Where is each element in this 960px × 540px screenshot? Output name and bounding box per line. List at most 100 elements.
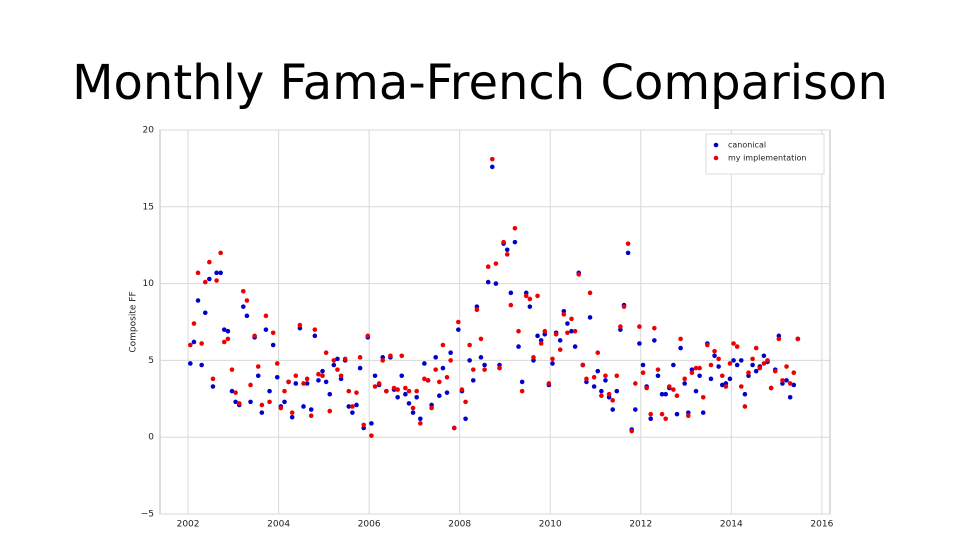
data-point bbox=[614, 373, 620, 379]
data-point bbox=[304, 376, 310, 382]
data-point bbox=[278, 405, 284, 411]
data-point bbox=[229, 388, 235, 394]
data-point bbox=[489, 164, 495, 170]
data-point bbox=[727, 376, 733, 382]
data-point bbox=[719, 373, 725, 379]
data-point bbox=[199, 341, 204, 346]
data-point bbox=[225, 336, 231, 342]
data-point bbox=[470, 367, 476, 372]
data-point bbox=[678, 336, 683, 342]
data-point bbox=[451, 425, 457, 431]
data-point bbox=[191, 339, 197, 345]
data-point bbox=[429, 405, 434, 411]
data-point bbox=[750, 362, 755, 368]
data-point bbox=[640, 370, 646, 375]
data-point bbox=[738, 384, 744, 389]
data-point bbox=[361, 422, 367, 428]
data-point bbox=[757, 365, 763, 371]
data-point bbox=[705, 342, 710, 348]
data-point bbox=[289, 410, 295, 415]
data-point bbox=[448, 358, 453, 363]
data-point bbox=[369, 433, 374, 438]
data-point bbox=[463, 399, 468, 405]
data-point bbox=[308, 413, 314, 418]
data-point bbox=[516, 328, 521, 334]
data-point bbox=[610, 407, 616, 412]
data-point bbox=[323, 350, 329, 356]
data-point bbox=[652, 338, 657, 343]
data-point bbox=[221, 327, 227, 332]
data-point bbox=[780, 378, 785, 383]
data-point bbox=[625, 241, 631, 246]
data-point bbox=[712, 353, 717, 359]
data-point bbox=[391, 385, 397, 391]
data-point bbox=[731, 358, 736, 363]
data-point bbox=[354, 390, 359, 395]
data-point bbox=[459, 387, 465, 392]
data-point bbox=[282, 399, 287, 405]
data-point bbox=[561, 312, 567, 317]
data-point bbox=[478, 355, 484, 360]
data-point bbox=[501, 239, 506, 245]
data-point bbox=[712, 348, 717, 354]
data-point bbox=[252, 333, 257, 339]
data-point bbox=[365, 333, 371, 339]
data-point bbox=[527, 296, 533, 302]
data-point bbox=[504, 247, 510, 253]
data-point bbox=[467, 342, 472, 348]
data-point bbox=[388, 353, 393, 359]
data-point bbox=[263, 327, 269, 332]
data-point bbox=[523, 293, 529, 299]
data-point bbox=[753, 345, 759, 351]
data-point bbox=[422, 376, 427, 382]
data-point bbox=[422, 361, 427, 366]
data-point bbox=[708, 376, 714, 382]
data-point bbox=[787, 394, 793, 400]
data-point bbox=[406, 401, 412, 406]
data-point bbox=[682, 381, 687, 386]
data-point bbox=[595, 350, 601, 356]
data-point bbox=[286, 379, 291, 385]
data-point bbox=[603, 373, 608, 379]
data-point bbox=[625, 250, 631, 256]
data-point bbox=[346, 388, 352, 394]
data-point bbox=[233, 390, 238, 395]
data-point bbox=[557, 338, 563, 343]
data-point bbox=[719, 382, 725, 388]
data-point bbox=[584, 376, 589, 382]
data-point bbox=[218, 270, 223, 276]
data-point bbox=[587, 290, 593, 296]
data-point bbox=[214, 270, 219, 276]
data-point bbox=[659, 411, 665, 417]
data-point bbox=[342, 356, 348, 362]
data-point bbox=[244, 313, 250, 319]
data-point bbox=[214, 278, 219, 283]
data-point bbox=[750, 356, 755, 362]
data-point bbox=[591, 384, 597, 389]
data-point bbox=[742, 391, 748, 397]
data-point bbox=[674, 393, 680, 399]
data-point bbox=[376, 381, 382, 386]
data-point bbox=[527, 304, 533, 309]
data-point bbox=[700, 394, 706, 400]
data-point bbox=[716, 356, 721, 362]
data-point bbox=[640, 362, 646, 368]
data-point bbox=[666, 384, 672, 389]
data-point bbox=[207, 276, 212, 282]
data-point bbox=[742, 404, 748, 409]
data-point bbox=[587, 315, 593, 320]
data-point bbox=[516, 344, 521, 349]
data-point bbox=[569, 328, 574, 334]
data-point bbox=[240, 288, 246, 294]
data-point bbox=[320, 373, 325, 379]
data-point bbox=[693, 365, 699, 371]
data-point bbox=[301, 404, 306, 409]
plot-frame bbox=[159, 129, 831, 515]
data-point bbox=[674, 411, 680, 417]
data-point bbox=[267, 399, 272, 405]
data-point bbox=[274, 374, 280, 380]
data-point bbox=[248, 399, 253, 405]
data-point bbox=[274, 361, 280, 366]
data-point bbox=[221, 339, 227, 345]
